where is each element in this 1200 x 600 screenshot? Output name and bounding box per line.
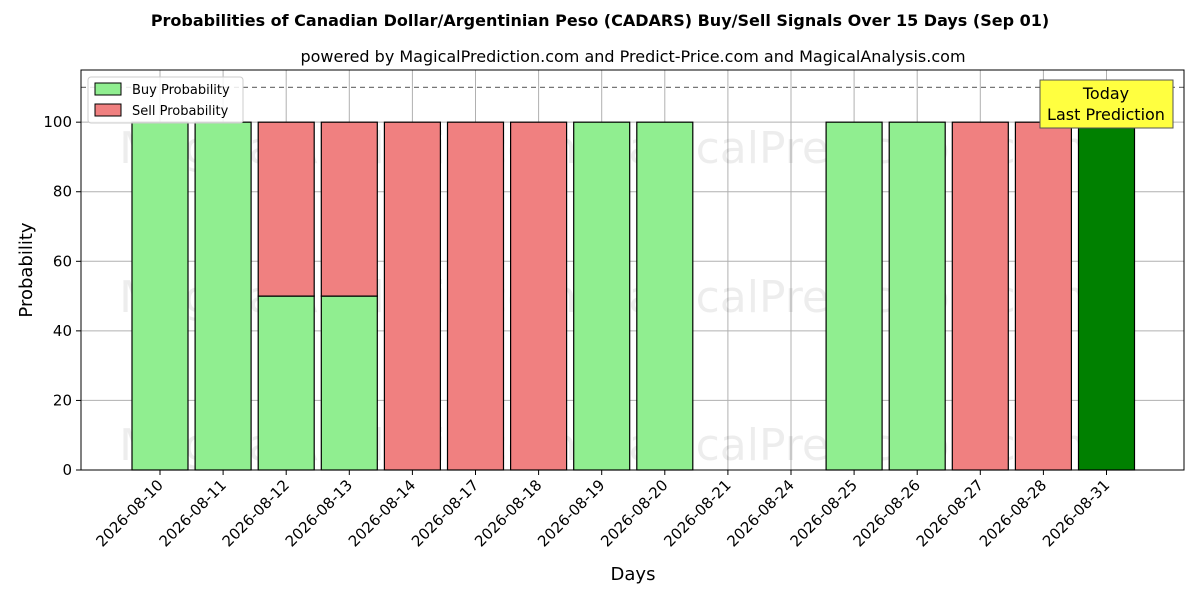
bar-buy-2026-08-10 (131, 121, 189, 471)
x-tick-label: 2026-08-28 (976, 476, 1050, 550)
today-annotation-line1: Today (1082, 84, 1129, 103)
x-tick-label: 2026-08-26 (850, 476, 924, 550)
x-axis-label: Days (611, 564, 656, 585)
bar-sell-2026-08-27 (951, 121, 1009, 471)
y-tick-label: 100 (43, 113, 72, 131)
x-tick-label: 2026-08-13 (282, 476, 356, 550)
legend-label-sell: Sell Probability (132, 104, 229, 119)
legend-box (87, 76, 244, 124)
chart-title: Probabilities of Canadian Dollar/Argenti… (151, 11, 1049, 30)
chart-subtitle: powered by MagicalPrediction.com and Pre… (300, 47, 965, 66)
x-tick-label: 2026-08-19 (534, 476, 608, 550)
x-tick-label: 2026-08-11 (156, 476, 230, 550)
x-tick-label: 2026-08-25 (787, 476, 861, 550)
bars (131, 121, 1136, 471)
x-tick-label: 2026-08-20 (597, 476, 671, 550)
y-tick-label: 0 (62, 461, 72, 479)
x-tick-label: 2026-08-24 (723, 476, 797, 550)
legend-swatch-buy (94, 82, 122, 96)
bar-sell-2026-08-18 (510, 121, 568, 471)
y-tick-label: 40 (53, 322, 72, 340)
x-tick-label: 2026-08-21 (660, 476, 734, 550)
x-axis-ticks: 2026-08-102026-08-112026-08-122026-08-13… (92, 470, 1113, 550)
x-tick-label: 2026-08-10 (92, 476, 166, 550)
x-tick-label: 2026-08-27 (913, 476, 987, 550)
legend: Buy Probability Sell Probability (87, 76, 244, 124)
plot-frame (80, 69, 1185, 471)
bar-sell-2026-08-14 (383, 121, 441, 471)
bar-buy-2026-08-13 (320, 295, 378, 471)
x-tick-label: 2026-08-17 (408, 476, 482, 550)
bar-sell-2026-08-12 (257, 121, 315, 297)
bar-sell-2026-08-28 (1014, 121, 1073, 471)
today-annotation-line2: Last Prediction (1047, 105, 1165, 124)
legend-label-buy: Buy Probability (132, 83, 230, 98)
y-axis-ticks: 0 20 40 60 80 100 (43, 113, 81, 479)
today-annotation-box (1039, 79, 1174, 129)
bar-buy-2026-08-26 (888, 121, 946, 471)
today-annotation: Today Last Prediction (1039, 79, 1174, 129)
bar-buy-2026-08-31 (1077, 121, 1136, 471)
y-tick-label: 20 (53, 391, 72, 409)
bar-buy-2026-08-12 (257, 295, 315, 471)
y-tick-label: 80 (53, 183, 72, 201)
y-tick-label: 60 (53, 252, 72, 270)
y-axis-label: Probability (16, 222, 37, 317)
x-tick-label: 2026-08-31 (1039, 476, 1113, 550)
bar-buy-2026-08-19 (573, 121, 631, 471)
x-tick-label: 2026-08-12 (219, 476, 293, 550)
bar-buy-2026-08-11 (194, 121, 252, 471)
x-tick-label: 2026-08-14 (345, 476, 419, 550)
bar-buy-2026-08-20 (636, 121, 694, 471)
legend-swatch-sell (94, 103, 122, 117)
bar-buy-2026-08-25 (825, 121, 883, 471)
x-tick-label: 2026-08-18 (471, 476, 545, 550)
bar-sell-2026-08-17 (446, 121, 505, 471)
bar-sell-2026-08-13 (320, 121, 378, 297)
